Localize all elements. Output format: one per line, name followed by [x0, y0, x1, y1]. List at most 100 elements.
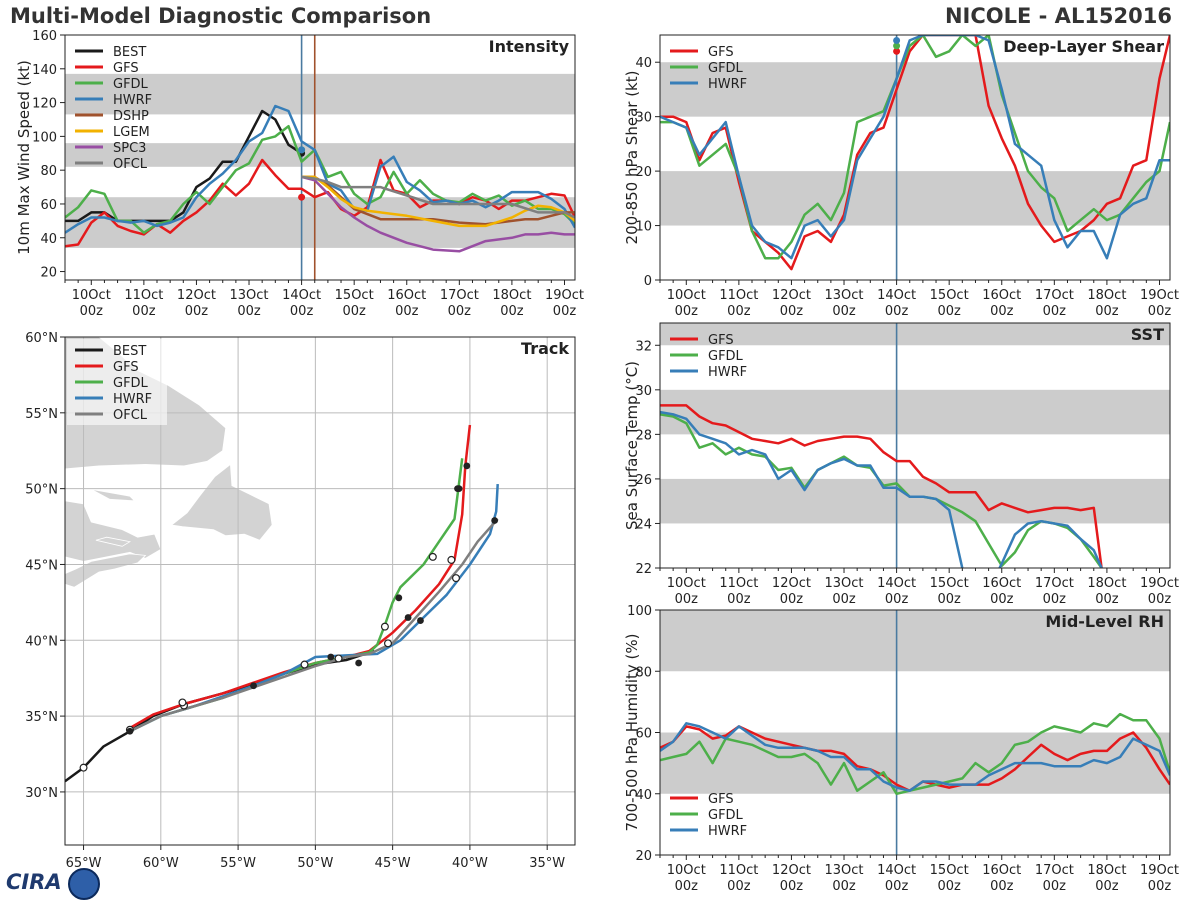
legend-label-spc3: SPC3	[113, 141, 146, 156]
series-line-hwrf	[660, 35, 1170, 260]
panel-intensity: 2040608010012014016010Oct00z11Oct00z12Oc…	[15, 29, 584, 319]
series-dot-hwrf	[893, 36, 901, 44]
x-tick-label: 55°W	[220, 856, 256, 871]
x-tick-label-date: 12Oct	[772, 288, 811, 303]
x-tick-label-date: 19Oct	[545, 288, 584, 303]
y-tick-label: 60°N	[25, 331, 58, 346]
y-axis-label: 200-850 hPa Shear (kt)	[623, 71, 641, 245]
x-tick-label-hour: 00z	[553, 304, 577, 319]
y-tick-label: 40°N	[25, 634, 58, 649]
y-tick-label: 40	[635, 788, 652, 803]
x-tick-label-hour: 00z	[727, 592, 751, 607]
track-point-open	[178, 698, 187, 707]
x-tick-label-date: 11Oct	[719, 576, 758, 591]
y-tick-label: 50°N	[25, 483, 58, 498]
x-tick-label-date: 18Oct	[1087, 576, 1126, 591]
y-tick-label: 40	[40, 232, 57, 247]
x-tick-label-hour: 00z	[132, 304, 156, 319]
legend-label-gfdl: GFDL	[708, 349, 744, 364]
y-tick-label: 30°N	[25, 786, 58, 801]
track-point-filled	[404, 614, 412, 621]
x-tick-label-hour: 00z	[885, 304, 909, 319]
y-tick-label: 0	[644, 274, 652, 289]
x-tick-label-date: 11Oct	[719, 288, 758, 303]
y-tick-label: 60	[40, 198, 57, 213]
series-dot-gfs	[298, 193, 306, 201]
x-tick-label-hour: 00z	[675, 879, 699, 894]
panel-title: SST	[1131, 325, 1164, 344]
track-point-open	[334, 654, 343, 663]
track-point-filled	[126, 727, 134, 735]
x-tick-label-hour: 00z	[290, 304, 314, 319]
x-tick-label-date: 16Oct	[982, 863, 1021, 878]
plot-frame	[64, 34, 576, 281]
globe-icon	[68, 868, 100, 900]
panel-track: 65°W 60°W 55°W 50°W 45°W 40°W 35°W 30°N 35°N 40°N…	[25, 331, 576, 871]
x-tick-label-date: 19Oct	[1140, 863, 1179, 878]
x-tick-label-hour: 00z	[990, 592, 1014, 607]
x-tick-label-hour: 00z	[780, 879, 804, 894]
legend-label-best: BEST	[113, 344, 146, 359]
x-tick-label-hour: 00z	[342, 304, 366, 319]
x-tick-label-date: 17Oct	[1035, 576, 1074, 591]
x-tick-label-date: 11Oct	[719, 863, 758, 878]
x-tick-label: 40°W	[452, 856, 488, 871]
series-dot-hwrf	[298, 146, 306, 154]
x-tick-label-hour: 00z	[1043, 879, 1067, 894]
track-point-filled	[417, 617, 424, 624]
track-line-gfs	[126, 424, 472, 731]
x-tick-label-date: 12Oct	[772, 863, 811, 878]
x-tick-label-date: 14Oct	[282, 288, 321, 303]
y-tick-label: 35°N	[25, 710, 58, 725]
y-axis-label: Sea Surface Temp (°C)	[623, 361, 641, 530]
x-tick-label-hour: 00z	[675, 592, 699, 607]
y-tick-label: 40	[635, 56, 652, 71]
legend-label-dshp: DSHP	[113, 109, 149, 124]
plot-frame	[64, 336, 576, 846]
x-tick-label-hour: 00z	[1043, 304, 1067, 319]
x-tick-label-date: 15Oct	[930, 288, 969, 303]
cira-logo-text: CIRA	[6, 870, 62, 894]
x-tick-label-date: 16Oct	[982, 576, 1021, 591]
track-point-filled	[491, 517, 499, 524]
land-mass	[65, 500, 162, 562]
x-tick-label-hour: 00z	[832, 304, 856, 319]
track-point-filled	[454, 485, 461, 493]
panel-title: Deep-Layer Shear	[1003, 37, 1164, 56]
x-tick-label-hour: 00z	[832, 879, 856, 894]
x-tick-label-hour: 00z	[885, 592, 909, 607]
legend-label-gfs: GFS	[708, 45, 734, 60]
track-point-filled	[463, 462, 471, 470]
x-tick-label-hour: 00z	[237, 304, 261, 319]
x-tick-label: 45°W	[375, 856, 411, 871]
shaded-band	[65, 143, 575, 167]
y-tick-label: 140	[32, 63, 57, 78]
land-mass	[170, 463, 273, 541]
x-tick-label-date: 18Oct	[492, 288, 531, 303]
x-tick-label-date: 14Oct	[877, 288, 916, 303]
track-point-open	[300, 660, 309, 669]
x-tick-label-date: 14Oct	[877, 576, 916, 591]
y-tick-label: 60	[635, 727, 652, 742]
series-line-hwrf	[660, 410, 1103, 568]
track-point-open	[428, 552, 437, 561]
y-tick-label: 20	[635, 165, 652, 180]
x-tick-label-hour: 00z	[780, 304, 804, 319]
legend-label-ofcl: OFCL	[113, 408, 148, 423]
panel-shear: 01020304010Oct00z11Oct00z12Oct00z13Oct00…	[623, 34, 1179, 319]
series-dot-gfdl	[893, 42, 901, 50]
legend-label-ofcl: OFCL	[113, 157, 148, 172]
x-tick-label: 50°W	[297, 856, 333, 871]
panel-title: Mid-Level RH	[1045, 612, 1164, 631]
track-point-open	[447, 555, 456, 564]
track-point-open	[380, 622, 389, 631]
track-point-open	[79, 763, 88, 772]
legend-label-gfdl: GFDL	[708, 61, 744, 76]
shaded-band	[65, 73, 575, 115]
storm-title: NICOLE - AL152016	[944, 4, 1172, 28]
series-line-dshp	[301, 175, 575, 226]
track-line-ofcl	[129, 518, 499, 733]
panel-rh: 2040608010010Oct00z11Oct00z12Oct00z13Oct…	[623, 604, 1179, 894]
x-tick-label-date: 10Oct	[667, 576, 706, 591]
